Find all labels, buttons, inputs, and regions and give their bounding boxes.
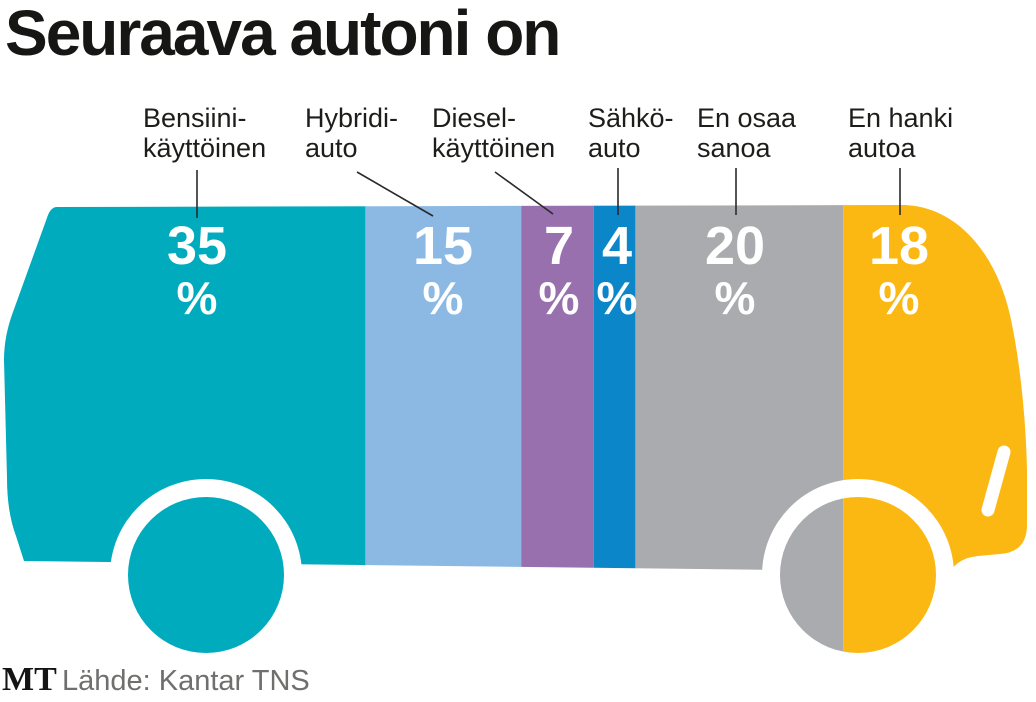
value-label-diesel-käyttöinen: 7	[544, 216, 574, 276]
car-body	[4, 205, 1027, 572]
segment-label-en-osaa-sanoa: En osaa	[697, 103, 797, 133]
rear-wheel-segment-bensiini-käyttöinen	[128, 497, 284, 653]
segment-label-en-hanki-autoa: En hanki	[848, 103, 953, 133]
segment-diesel-käyttöinen	[521, 205, 594, 572]
value-label-en-osaa-sanoa: 20	[705, 216, 765, 276]
segment-label-en-hanki-autoa: autoa	[848, 133, 917, 163]
value-label-hybridi-auto: 15	[413, 216, 473, 276]
value-label-en-hanki-autoa: 18	[869, 216, 929, 276]
value-labels: 35%15%7%4%20%18%	[167, 216, 929, 324]
leader-line-diesel-käyttöinen	[494, 171, 554, 215]
value-label-en-osaa-sanoa-unit: %	[715, 272, 756, 324]
segment-label-hybridi-auto: auto	[305, 133, 358, 163]
segment-sähkö-auto	[593, 205, 636, 572]
value-label-bensiini-käyttöinen-unit: %	[177, 272, 218, 324]
segment-label-diesel-käyttöinen: käyttöinen	[432, 133, 555, 163]
value-label-bensiini-käyttöinen: 35	[167, 216, 227, 276]
segment-hybridi-auto	[365, 205, 522, 572]
mt-logo: MT	[2, 661, 57, 698]
front-bumper-notch	[981, 445, 1011, 517]
chart-title: Seuraava autoni on	[5, 0, 559, 69]
segment-label-hybridi-auto: Hybridi-	[305, 103, 398, 133]
segment-label-bensiini-käyttöinen: käyttöinen	[143, 133, 266, 163]
segment-label-bensiini-käyttöinen: Bensiini-	[143, 103, 247, 133]
segment-label-sähkö-auto: Sähkö-	[588, 103, 674, 133]
value-label-hybridi-auto-unit: %	[423, 272, 464, 324]
segment-label-en-osaa-sanoa: sanoa	[697, 133, 772, 163]
leader-line-hybridi-auto	[356, 171, 434, 217]
rear-wheel	[128, 497, 284, 653]
value-label-sähkö-auto-unit: %	[597, 272, 638, 324]
value-label-en-hanki-autoa-unit: %	[879, 272, 920, 324]
value-label-diesel-käyttöinen-unit: %	[539, 272, 580, 324]
category-labels: Bensiini-käyttöinen Hybridi-auto Diesel-kä…	[143, 103, 953, 163]
leader-lines	[196, 168, 901, 218]
segment-label-diesel-käyttöinen: Diesel-	[432, 103, 516, 133]
value-label-sähkö-auto: 4	[602, 216, 632, 276]
segment-label-sähkö-auto: auto	[588, 133, 641, 163]
source-text: Lähde: Kantar TNS	[62, 665, 310, 697]
